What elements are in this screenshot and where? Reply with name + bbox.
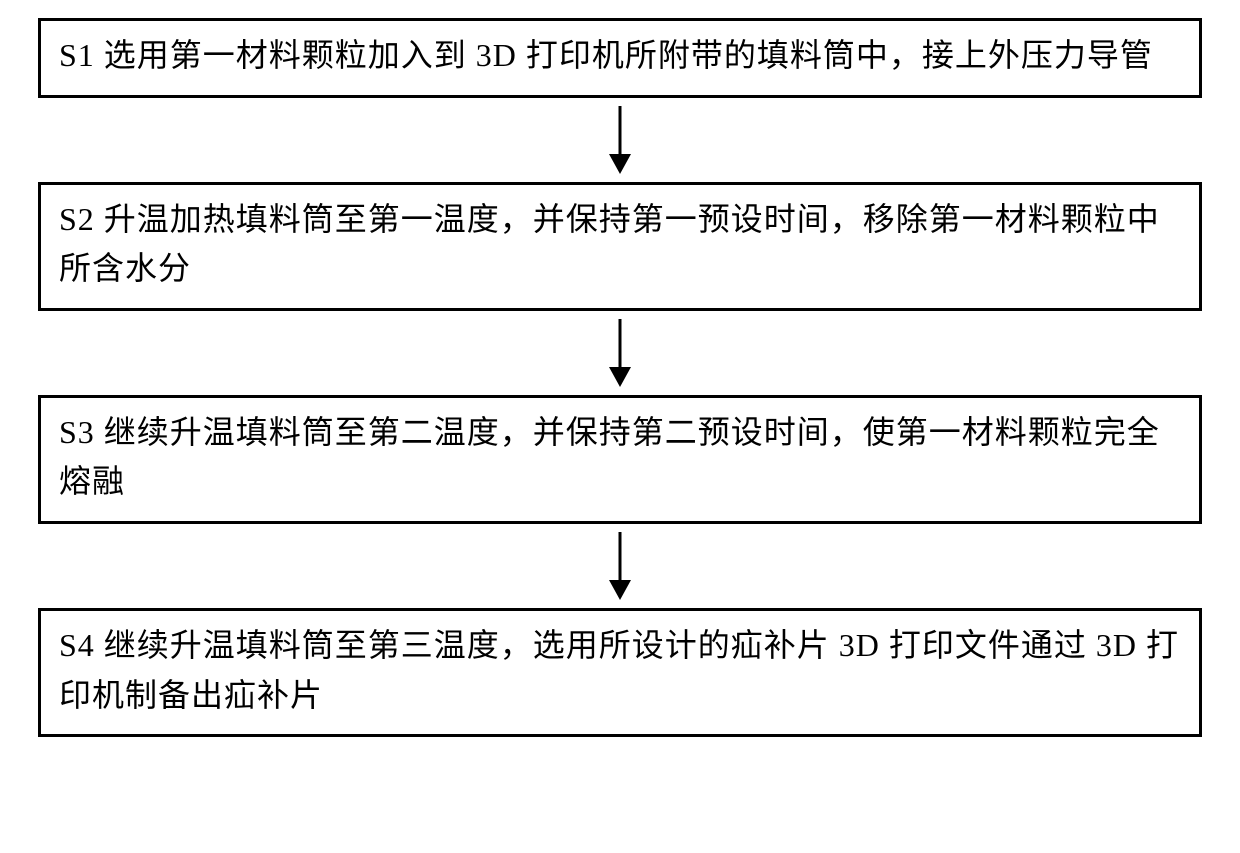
flow-arrow-s2-s3 [605,311,635,395]
flow-node-s4: S4 继续升温填料筒至第三温度，选用所设计的疝补片 3D 打印文件通过 3D 打… [38,608,1202,737]
flow-node-s4-text: S4 继续升温填料筒至第三温度，选用所设计的疝补片 3D 打印文件通过 3D 打… [59,627,1179,713]
flow-node-s3-text: S3 继续升温填料筒至第二温度，并保持第二预设时间，使第一材料颗粒完全熔融 [59,414,1160,500]
flow-node-s2-text: S2 升温加热填料筒至第一温度，并保持第一预设时间，移除第一材料颗粒中所含水分 [59,201,1160,287]
flow-node-s1: S1 选用第一材料颗粒加入到 3D 打印机所附带的填料筒中，接上外压力导管 [38,18,1202,98]
flow-node-s1-text: S1 选用第一材料颗粒加入到 3D 打印机所附带的填料筒中，接上外压力导管 [59,37,1153,73]
arrow-down-icon [605,104,635,176]
flow-node-s3: S3 继续升温填料筒至第二温度，并保持第二预设时间，使第一材料颗粒完全熔融 [38,395,1202,524]
flow-node-s2: S2 升温加热填料筒至第一温度，并保持第一预设时间，移除第一材料颗粒中所含水分 [38,182,1202,311]
arrow-down-icon [605,530,635,602]
arrow-down-icon [605,317,635,389]
flow-arrow-s1-s2 [605,98,635,182]
flow-arrow-s3-s4 [605,524,635,608]
